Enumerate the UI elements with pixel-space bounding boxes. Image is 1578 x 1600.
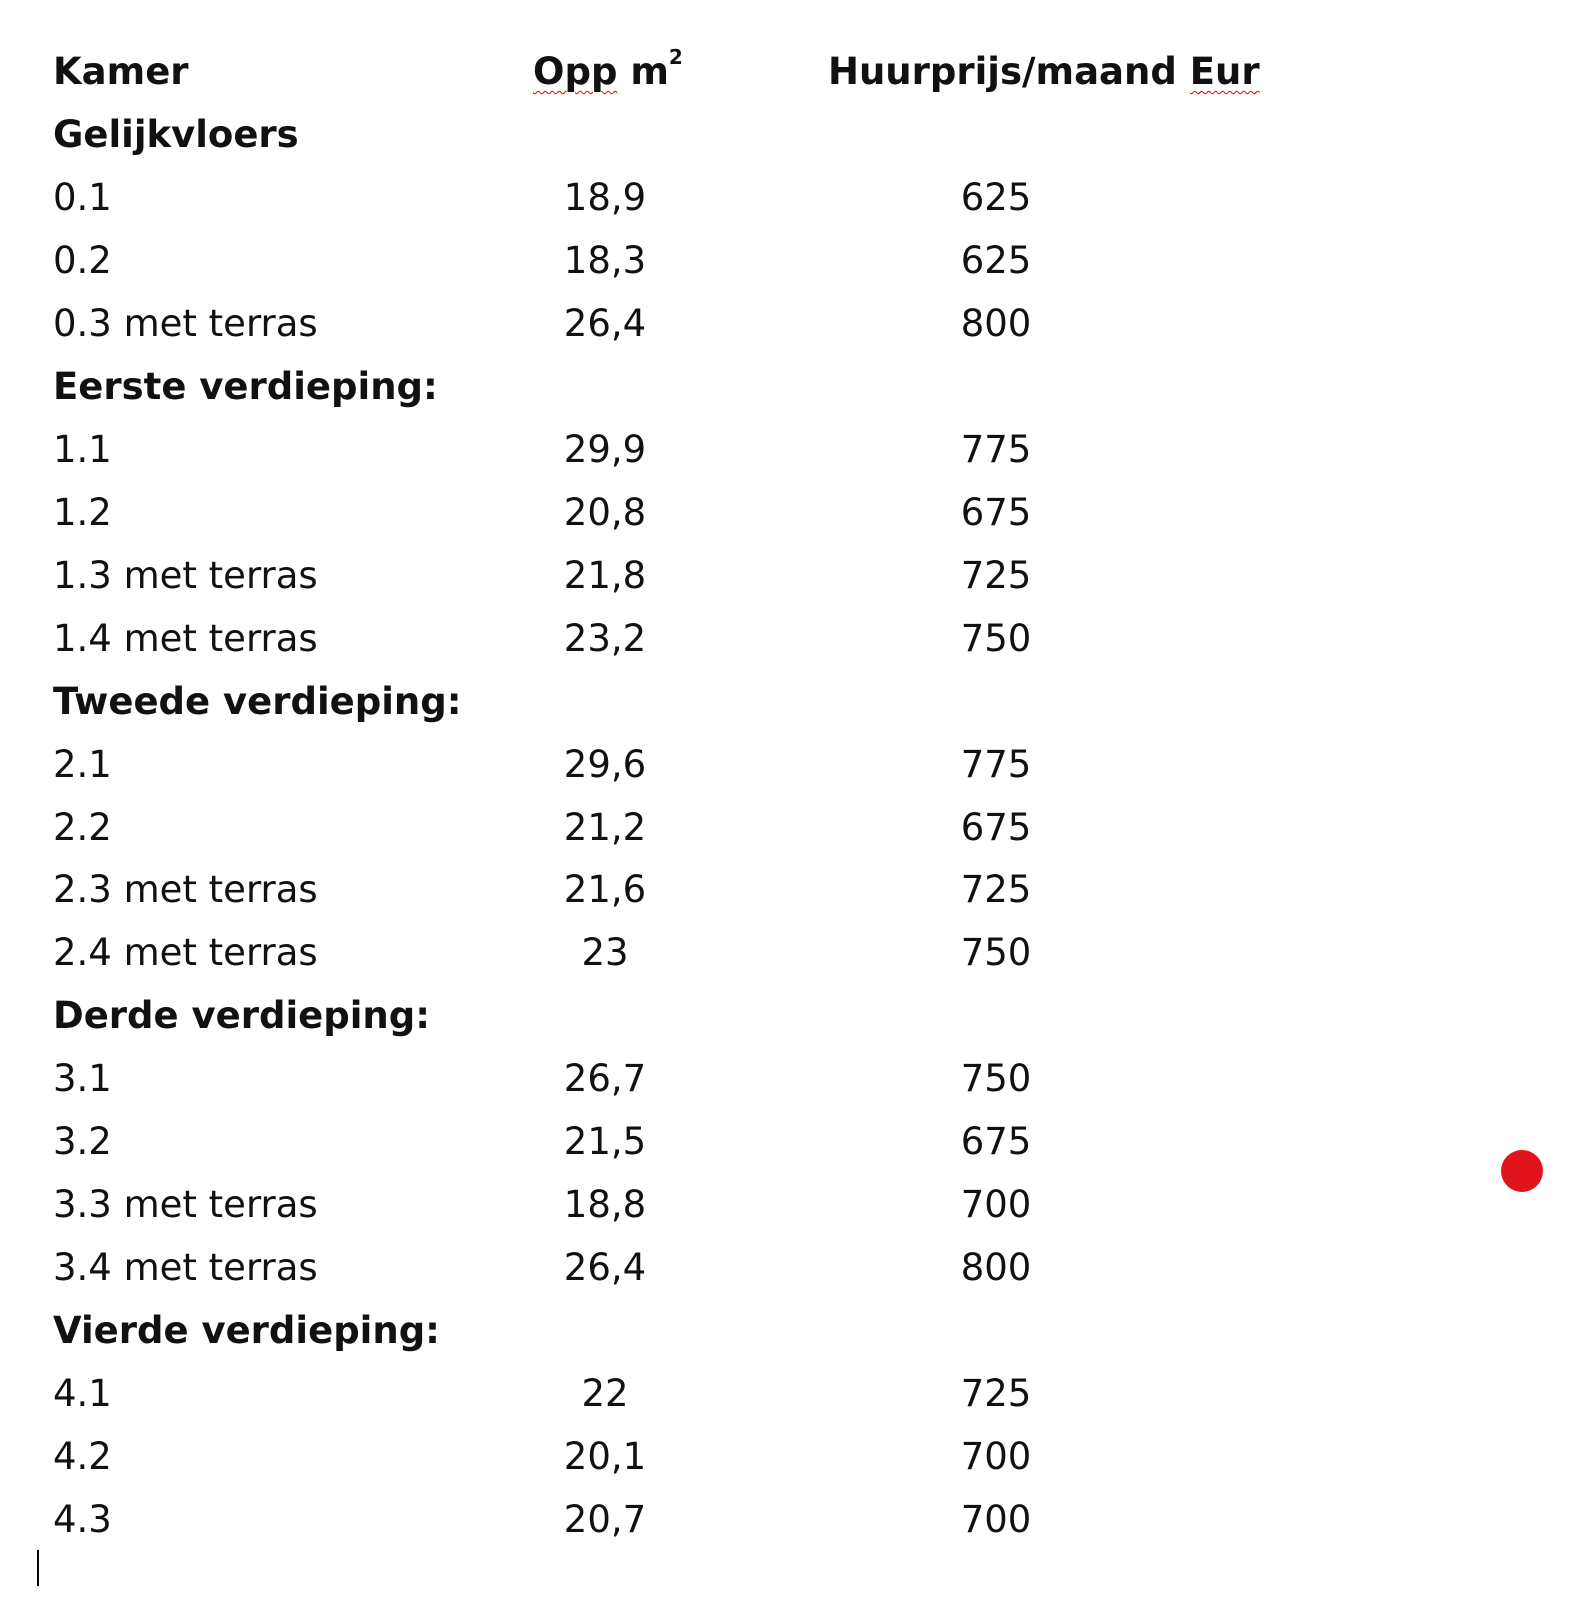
cell-kamer: 3.3 met terras bbox=[53, 1183, 318, 1227]
cell-opp: 18,8 bbox=[563, 1183, 647, 1227]
cell-opp: 26,4 bbox=[563, 301, 647, 345]
cell-opp: 20,1 bbox=[563, 1435, 647, 1479]
table-row: 3.2 21,5 675 bbox=[0, 1112, 1578, 1172]
cell-kamer: 3.1 bbox=[53, 1057, 112, 1101]
cell-prijs: 750 bbox=[960, 616, 1032, 660]
table-row: 3.1 26,7 750 bbox=[0, 1049, 1578, 1109]
header-opp-unit: m bbox=[630, 50, 669, 93]
cell-kamer: 3.2 bbox=[53, 1120, 112, 1164]
cell-kamer: 3.4 met terras bbox=[53, 1246, 318, 1290]
section-label: Gelijkvloers bbox=[53, 112, 299, 156]
table-row: 0.2 18,3 625 bbox=[0, 231, 1578, 291]
cell-kamer: 0.2 bbox=[53, 238, 112, 282]
cell-kamer: 0.3 met terras bbox=[53, 301, 318, 345]
section-heading: Gelijkvloers bbox=[0, 105, 1578, 165]
cell-kamer: 2.3 met terras bbox=[53, 868, 318, 912]
table-row: 1.2 20,8 675 bbox=[0, 483, 1578, 543]
table-row: 2.4 met terras 23 750 bbox=[0, 923, 1578, 983]
section-heading: Eerste verdieping: bbox=[0, 357, 1578, 417]
table-row: 1.3 met terras 21,8 725 bbox=[0, 546, 1578, 606]
cell-prijs: 625 bbox=[960, 175, 1032, 219]
cell-opp: 29,6 bbox=[563, 742, 647, 786]
table-row: 1.4 met terras 23,2 750 bbox=[0, 609, 1578, 669]
cell-opp: 29,9 bbox=[563, 427, 647, 471]
cell-kamer: 4.1 bbox=[53, 1372, 112, 1416]
cell-kamer: 1.1 bbox=[53, 427, 112, 471]
cell-opp: 18,3 bbox=[563, 238, 647, 282]
cell-opp: 23 bbox=[581, 931, 629, 975]
cell-prijs: 700 bbox=[960, 1498, 1032, 1542]
cell-kamer: 4.3 bbox=[53, 1498, 112, 1542]
cell-opp: 21,8 bbox=[563, 553, 647, 597]
table-row: 3.3 met terras 18,8 700 bbox=[0, 1175, 1578, 1235]
table-row: 3.4 met terras 26,4 800 bbox=[0, 1238, 1578, 1298]
table-row: 2.2 21,2 675 bbox=[0, 798, 1578, 858]
red-dot-marker bbox=[1501, 1150, 1543, 1192]
cell-prijs: 800 bbox=[960, 1246, 1032, 1290]
table-row: 0.3 met terras 26,4 800 bbox=[0, 294, 1578, 354]
section-label: Tweede verdieping: bbox=[53, 679, 462, 723]
cell-prijs: 675 bbox=[960, 805, 1032, 849]
cell-kamer: 1.4 met terras bbox=[53, 616, 318, 660]
cell-opp: 23,2 bbox=[563, 616, 647, 660]
cell-opp: 21,2 bbox=[563, 805, 647, 849]
table-header: Kamer Opp m2 Huurprijs/maand Eur bbox=[0, 42, 1578, 102]
cell-prijs: 750 bbox=[960, 1057, 1032, 1101]
cell-opp: 26,4 bbox=[563, 1246, 647, 1290]
section-heading: Tweede verdieping: bbox=[0, 672, 1578, 732]
table-row: 2.3 met terras 21,6 725 bbox=[0, 860, 1578, 920]
cell-prijs: 725 bbox=[960, 553, 1032, 597]
section-heading: Vierde verdieping: bbox=[0, 1301, 1578, 1361]
section-label: Derde verdieping: bbox=[53, 994, 431, 1038]
cell-opp: 20,7 bbox=[563, 1498, 647, 1542]
section-label: Vierde verdieping: bbox=[53, 1309, 440, 1353]
cell-kamer: 0.1 bbox=[53, 175, 112, 219]
cell-opp: 18,9 bbox=[563, 175, 647, 219]
cell-prijs: 775 bbox=[960, 427, 1032, 471]
cell-opp: 21,6 bbox=[563, 868, 647, 912]
cell-opp: 26,7 bbox=[563, 1057, 647, 1101]
cell-prijs: 725 bbox=[960, 868, 1032, 912]
table-row: 2.1 29,6 775 bbox=[0, 735, 1578, 795]
table-row: 4.2 20,1 700 bbox=[0, 1427, 1578, 1487]
header-opp: Opp m2 bbox=[533, 42, 683, 102]
section-label: Eerste verdieping: bbox=[53, 364, 438, 408]
header-prijs-unit[interactable]: Eur bbox=[1189, 50, 1260, 93]
table-row: 4.1 22 725 bbox=[0, 1364, 1578, 1424]
cell-kamer: 1.3 met terras bbox=[53, 553, 318, 597]
cell-prijs: 750 bbox=[960, 931, 1032, 975]
header-opp-word[interactable]: Opp bbox=[533, 50, 618, 93]
cell-prijs: 725 bbox=[960, 1372, 1032, 1416]
cell-kamer: 2.2 bbox=[53, 805, 112, 849]
cell-prijs: 700 bbox=[960, 1435, 1032, 1479]
cell-kamer: 2.1 bbox=[53, 742, 112, 786]
table-row: 0.1 18,9 625 bbox=[0, 168, 1578, 228]
cell-kamer: 2.4 met terras bbox=[53, 931, 318, 975]
header-prijs-word: Huurprijs/maand bbox=[828, 50, 1190, 93]
cell-prijs: 775 bbox=[960, 742, 1032, 786]
cell-prijs: 800 bbox=[960, 301, 1032, 345]
cell-prijs: 675 bbox=[960, 490, 1032, 534]
header-opp-sup: 2 bbox=[668, 45, 683, 69]
header-kamer: Kamer bbox=[53, 50, 189, 93]
table-row: 1.1 29,9 775 bbox=[0, 420, 1578, 480]
cell-prijs: 675 bbox=[960, 1120, 1032, 1164]
section-heading: Derde verdieping: bbox=[0, 986, 1578, 1046]
cell-opp: 21,5 bbox=[563, 1120, 647, 1164]
cell-kamer: 4.2 bbox=[53, 1435, 112, 1479]
cell-opp: 22 bbox=[581, 1372, 629, 1416]
text-cursor bbox=[37, 1550, 39, 1586]
cell-kamer: 1.2 bbox=[53, 490, 112, 534]
header-prijs: Huurprijs/maand Eur bbox=[828, 42, 1260, 102]
table-row: 4.3 20,7 700 bbox=[0, 1490, 1578, 1550]
cell-prijs: 625 bbox=[960, 238, 1032, 282]
cell-opp: 20,8 bbox=[563, 490, 647, 534]
cell-prijs: 700 bbox=[960, 1183, 1032, 1227]
